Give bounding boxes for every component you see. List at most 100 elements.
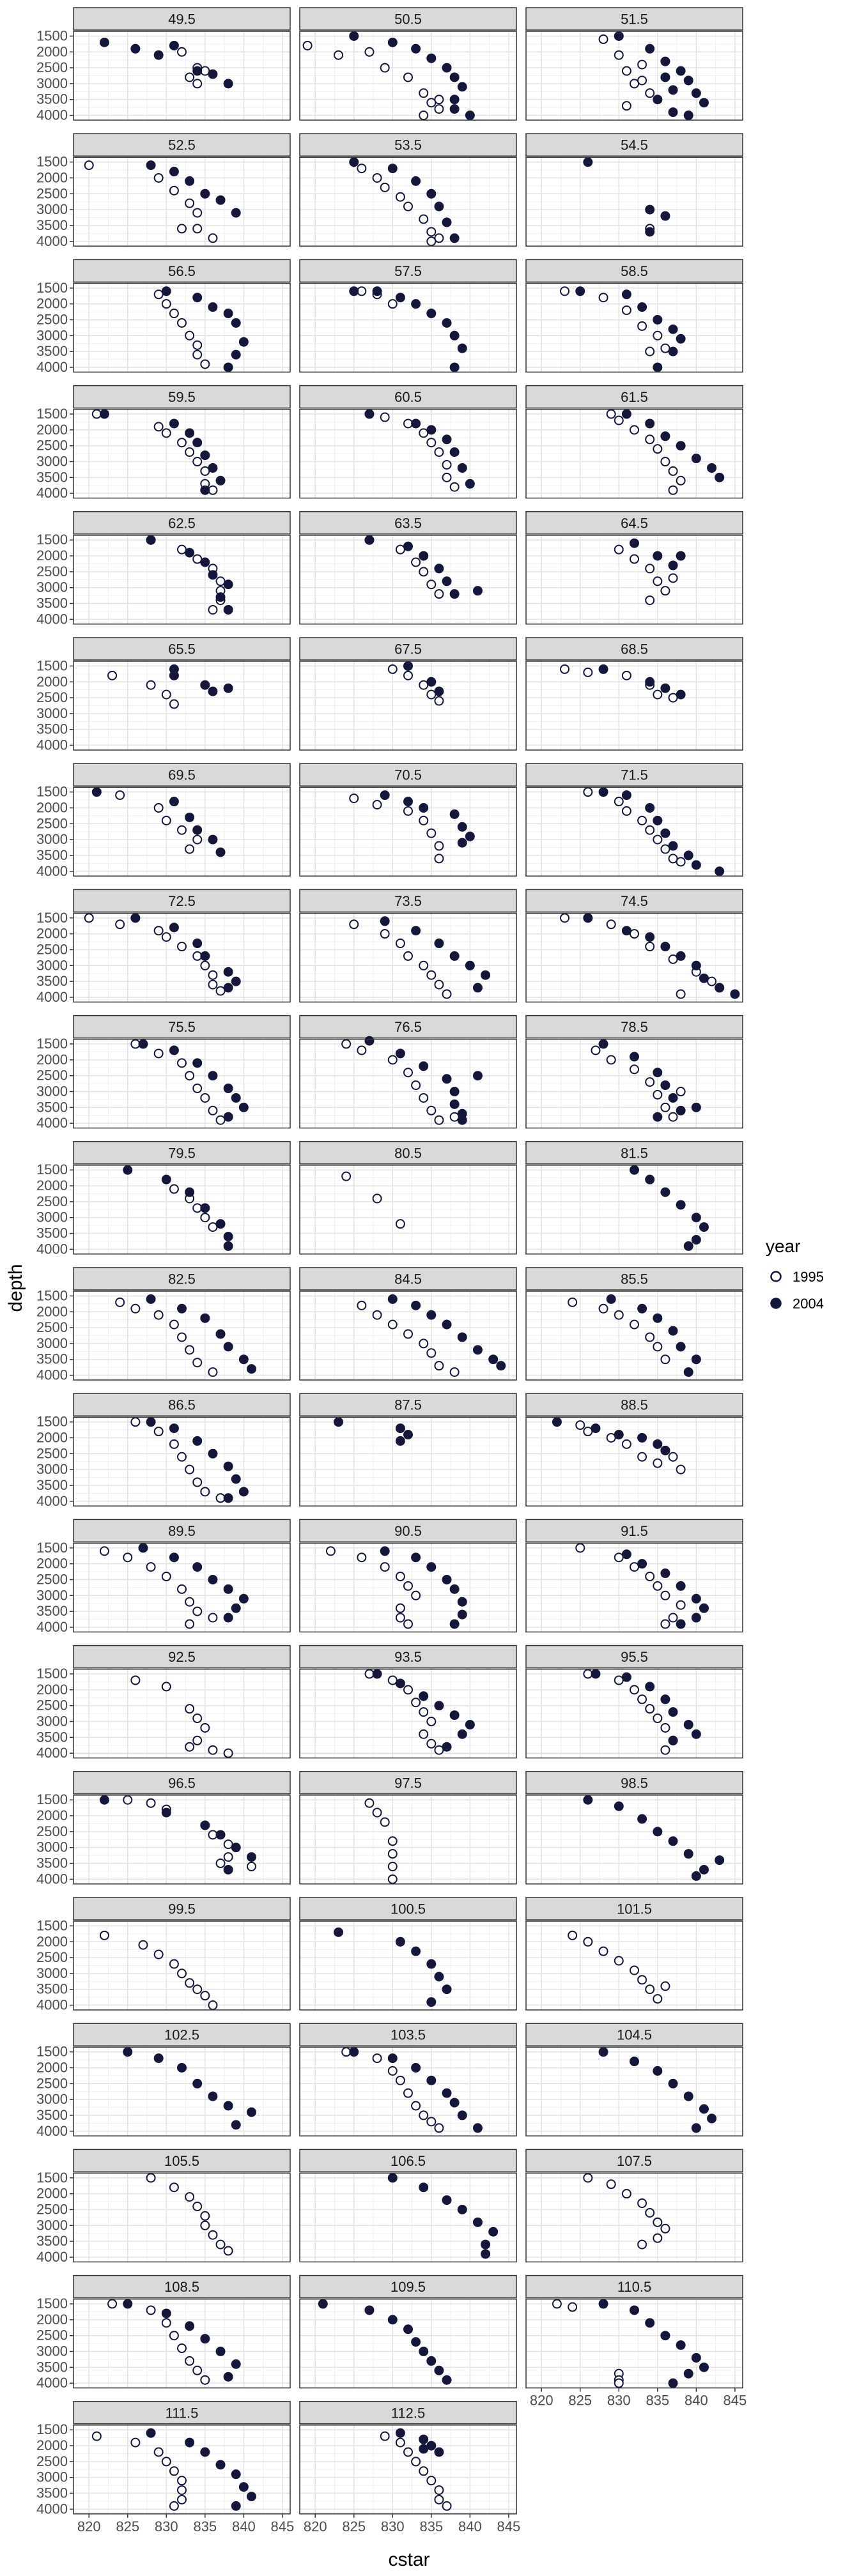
data-point-1995 xyxy=(387,1861,398,1871)
data-point-1995 xyxy=(645,1332,655,1342)
data-point-1995 xyxy=(325,1546,336,1556)
data-point-2004 xyxy=(457,1609,467,1620)
facet-strip xyxy=(73,2274,291,2299)
data-point-1995 xyxy=(403,1581,413,1591)
y-tick-label: 2000 xyxy=(36,1303,68,1319)
facet-strip-label: 91.5 xyxy=(621,1523,648,1539)
data-point-1995 xyxy=(215,986,226,996)
y-tick-label: 1500 xyxy=(36,1791,68,1807)
data-point-2004 xyxy=(403,1430,413,1440)
data-point-1995 xyxy=(395,2075,405,2085)
data-point-2004 xyxy=(442,217,452,227)
data-point-2004 xyxy=(192,1436,203,1446)
data-point-2004 xyxy=(231,1092,241,1103)
y-tick-label: 1500 xyxy=(36,1287,68,1303)
facet-strip xyxy=(299,385,517,409)
data-point-1995 xyxy=(208,233,218,243)
data-point-1995 xyxy=(192,2202,203,2212)
data-point-2004 xyxy=(630,2305,639,2315)
data-point-1995 xyxy=(637,75,647,86)
facet-strip-label: 75.5 xyxy=(168,1019,196,1035)
data-point-1995 xyxy=(341,1171,352,1181)
data-point-2004 xyxy=(215,475,226,486)
facet-panel-101.5: 101.5 xyxy=(525,1897,743,2011)
data-point-2004 xyxy=(465,111,475,121)
data-point-2004 xyxy=(660,1568,670,1579)
data-point-1995 xyxy=(185,844,195,854)
data-point-1995 xyxy=(153,802,164,813)
data-point-1995 xyxy=(419,815,429,825)
y-tick-label: 2500 xyxy=(36,1193,68,1209)
data-point-2004 xyxy=(715,472,725,482)
data-point-1995 xyxy=(357,1552,367,1563)
data-point-2004 xyxy=(699,1222,709,1232)
facet-strip xyxy=(525,2274,743,2299)
data-point-1995 xyxy=(192,1606,203,1616)
data-point-2004 xyxy=(411,2062,421,2073)
data-point-2004 xyxy=(660,1187,670,1197)
panel-border xyxy=(73,31,291,121)
data-point-2004 xyxy=(598,787,608,797)
facet-strip xyxy=(525,1897,743,1920)
facet-panel-73.5: 73.5 xyxy=(299,889,517,1003)
data-point-1995 xyxy=(434,1745,444,1755)
facet-panel-110.5: 110.5 820 825 830 835 840 845 xyxy=(525,2274,747,2409)
y-tick-label: 1500 xyxy=(36,2044,68,2060)
data-point-1995 xyxy=(153,422,164,432)
data-point-1995 xyxy=(637,321,647,331)
panel-border xyxy=(73,1920,291,2011)
data-point-2004 xyxy=(215,847,226,857)
facet-strip-label: 107.5 xyxy=(617,2153,652,2169)
data-point-2004 xyxy=(621,926,631,936)
y-tick-label: 3500 xyxy=(36,1981,68,1997)
y-tick-label: 3500 xyxy=(36,1099,68,1115)
data-point-1995 xyxy=(200,1722,210,1733)
y-tick-label: 3500 xyxy=(36,847,68,863)
data-point-2004 xyxy=(583,1795,593,1805)
data-point-2004 xyxy=(645,227,655,237)
data-point-2004 xyxy=(699,98,709,108)
facet-panel-64.5: 64.5 xyxy=(525,511,743,625)
data-point-1995 xyxy=(676,475,686,486)
data-point-1995 xyxy=(645,2207,655,2218)
data-point-2004 xyxy=(138,1543,148,1553)
y-tick-label: 2000 xyxy=(36,1052,68,1068)
y-tick-label: 2000 xyxy=(36,1556,68,1572)
data-point-1995 xyxy=(583,2173,593,2183)
data-point-2004 xyxy=(411,1946,421,1956)
data-point-2004 xyxy=(169,1045,179,1055)
data-point-1995 xyxy=(606,1432,616,1443)
data-point-2004 xyxy=(660,828,670,838)
data-point-2004 xyxy=(364,1036,375,1046)
data-point-2004 xyxy=(434,2365,444,2375)
data-point-2004 xyxy=(419,802,429,813)
facet-strip-label: 53.5 xyxy=(394,137,422,153)
data-point-1995 xyxy=(200,1487,210,1497)
data-point-1995 xyxy=(372,1193,382,1204)
data-point-2004 xyxy=(395,1048,405,1059)
y-tick-label: 2500 xyxy=(36,2453,68,2469)
data-point-2004 xyxy=(146,1417,156,1427)
data-point-2004 xyxy=(223,1112,233,1122)
data-point-2004 xyxy=(496,1361,506,1371)
facet-strip xyxy=(73,2149,291,2173)
legend-key-2004 xyxy=(770,1298,782,1309)
facet-strip-label: 112.5 xyxy=(391,2405,425,2421)
data-point-2004 xyxy=(223,1241,233,1251)
data-point-1995 xyxy=(411,1080,421,1091)
data-point-1995 xyxy=(84,913,94,923)
facet-panel-107.5: 107.5 xyxy=(525,2149,743,2263)
data-point-1995 xyxy=(668,573,678,583)
data-point-1995 xyxy=(637,815,647,825)
data-point-2004 xyxy=(660,1445,670,1455)
data-point-1995 xyxy=(419,1092,429,1103)
data-point-1995 xyxy=(146,1562,156,1572)
y-tick-label: 4000 xyxy=(36,1871,68,1887)
data-point-1995 xyxy=(630,1685,639,1695)
facet-strip-label: 88.5 xyxy=(621,1397,648,1413)
panel-border xyxy=(525,1795,743,1885)
facet-strip-label: 59.5 xyxy=(168,389,196,405)
data-point-1995 xyxy=(668,693,678,703)
data-point-2004 xyxy=(442,63,452,73)
